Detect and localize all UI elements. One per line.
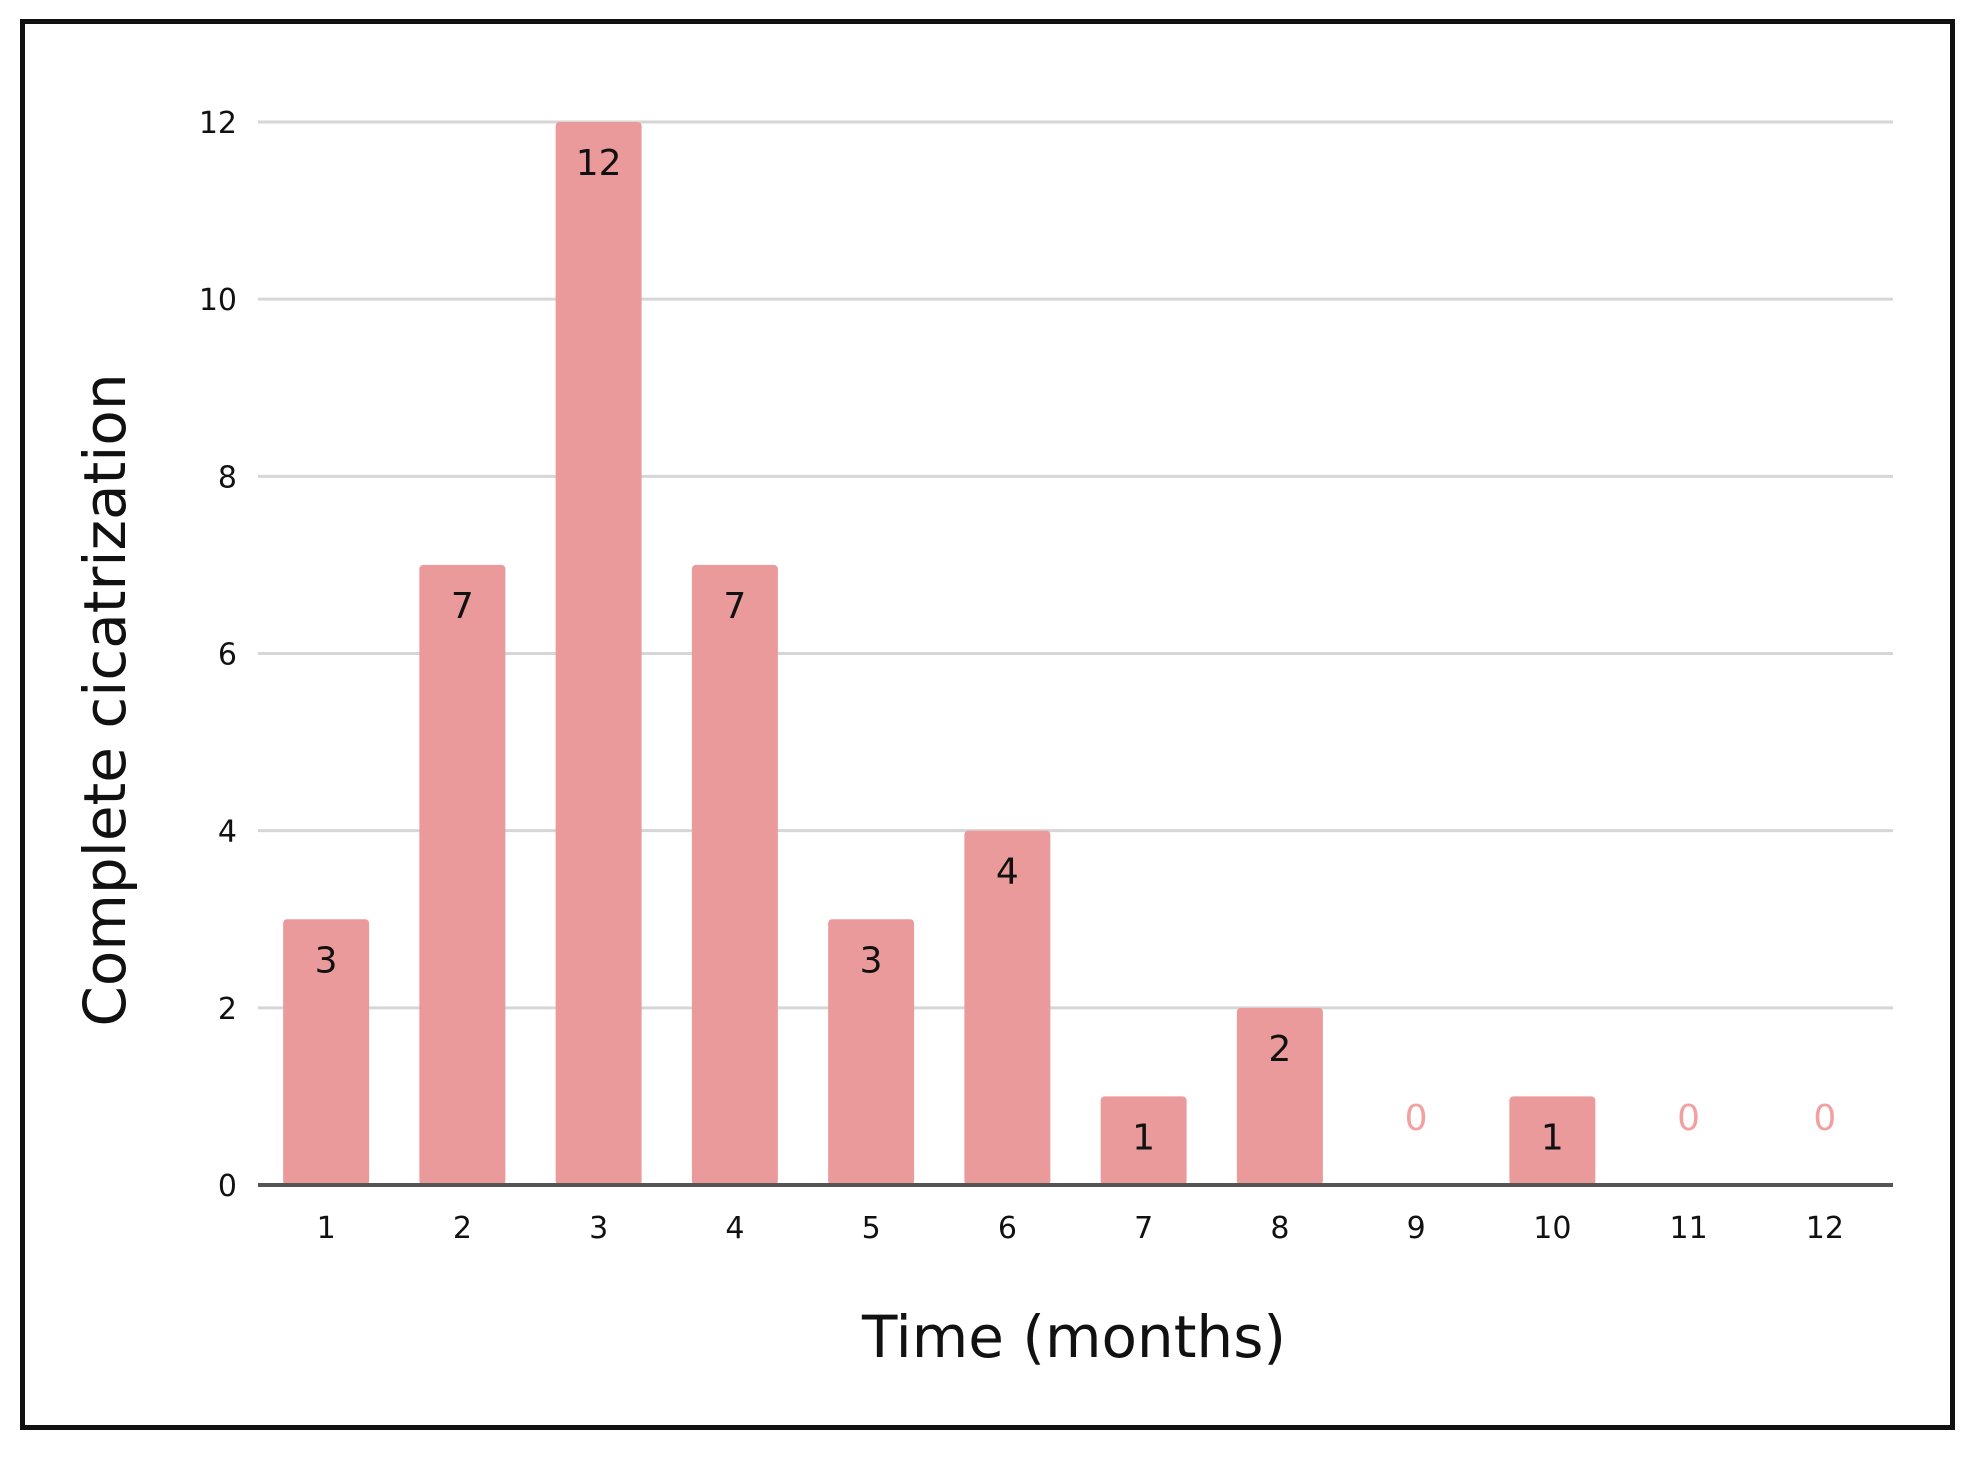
x-axis-ticks: 1 2 3 4 5 6 7 8 9 10 11 12	[317, 1211, 1844, 1246]
y-tick-label: 0	[218, 1169, 237, 1204]
x-tick-label: 4	[725, 1211, 744, 1246]
bar-2	[419, 564, 506, 1185]
y-axis-ticks: 0 2 4 6 8 10 12	[199, 106, 237, 1204]
data-label-2: 7	[451, 586, 474, 627]
y-tick-label: 4	[218, 815, 237, 850]
x-axis-title: Time (months)	[861, 1303, 1286, 1371]
data-label-9: 0	[1405, 1098, 1428, 1139]
bar-1	[283, 919, 370, 1185]
data-label-1: 3	[315, 940, 338, 981]
bar-5	[828, 919, 915, 1185]
y-tick-label: 6	[218, 638, 237, 673]
y-tick-label: 10	[199, 283, 237, 318]
data-label-7: 1	[1132, 1117, 1155, 1158]
y-tick-label: 12	[199, 106, 237, 141]
data-label-4: 7	[723, 586, 746, 627]
x-tick-label: 2	[453, 1211, 472, 1246]
gridlines	[258, 120, 1893, 1010]
x-tick-label: 1	[317, 1211, 336, 1246]
x-tick-label: 11	[1670, 1211, 1708, 1246]
x-tick-label: 8	[1270, 1211, 1289, 1246]
data-label-12: 0	[1813, 1098, 1836, 1139]
chart-frame	[20, 19, 1955, 1430]
y-tick-label: 8	[218, 460, 237, 495]
bar-3	[555, 122, 642, 1185]
data-label-11: 0	[1677, 1098, 1700, 1139]
y-axis-title: Complete cicatrization	[71, 373, 139, 1026]
x-tick-label: 5	[862, 1211, 881, 1246]
x-tick-label: 6	[998, 1211, 1017, 1246]
bar-6	[964, 830, 1051, 1185]
data-label-8: 2	[1268, 1029, 1291, 1070]
x-tick-label: 7	[1134, 1211, 1153, 1246]
x-tick-label: 12	[1806, 1211, 1844, 1246]
bars	[283, 122, 1596, 1185]
y-tick-label: 2	[218, 992, 237, 1027]
bar-10	[1509, 1096, 1596, 1185]
bar-8	[1236, 1007, 1323, 1185]
data-label-5: 3	[860, 940, 883, 981]
data-label-3: 12	[576, 143, 622, 184]
bar-7	[1100, 1096, 1187, 1185]
data-label-10: 1	[1541, 1117, 1564, 1158]
bar-4	[691, 564, 778, 1185]
x-tick-label: 3	[589, 1211, 608, 1246]
x-tick-label: 10	[1533, 1211, 1571, 1246]
x-tick-label: 9	[1407, 1211, 1426, 1246]
data-label-6: 4	[996, 852, 1019, 893]
